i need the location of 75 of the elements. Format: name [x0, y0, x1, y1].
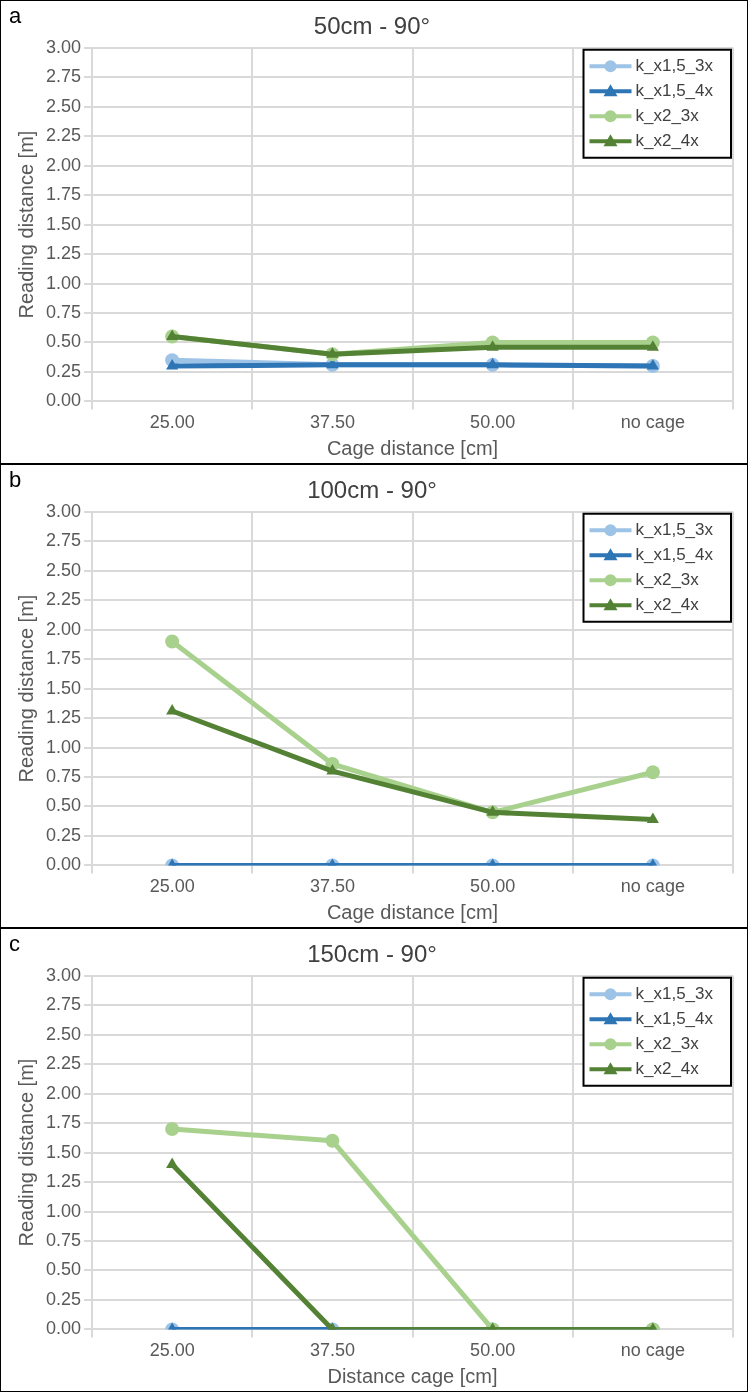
legend-label: k_x1,5_4x [635, 80, 714, 100]
legend-label: k_x2_4x [635, 130, 700, 150]
y-tick-label: 1.50 [45, 1141, 82, 1162]
y-tick-label: 1.25 [45, 707, 82, 728]
x-axis-title: Cage distance [cm] [326, 436, 499, 459]
chart-title: 150cm - 90° [307, 940, 437, 968]
x-tick-label: 37.50 [309, 1340, 355, 1361]
y-tick-label: 0.50 [45, 331, 82, 352]
y-tick-label: 2.25 [45, 589, 82, 610]
y-tick-label: 0.75 [45, 301, 82, 322]
x-axis-title: Cage distance [cm] [326, 900, 499, 923]
chart-title: 100cm - 90° [307, 476, 437, 504]
y-tick-label: 2.00 [45, 1082, 82, 1103]
y-tick-label: 2.50 [45, 95, 82, 116]
y-tick-label: 0.00 [45, 854, 82, 875]
y-tick-label: 0.25 [45, 824, 82, 845]
x-tick-label: 50.00 [470, 1340, 516, 1361]
y-axis-title: Reading distance [m] [14, 130, 37, 319]
y-tick-label: 2.75 [45, 66, 82, 87]
y-tick-label: 0.00 [45, 1318, 82, 1339]
x-tick-label: 25.00 [149, 412, 195, 433]
text: c [9, 931, 20, 957]
y-axis-title: Reading distance [m] [14, 594, 37, 783]
y-tick-label: 2.50 [45, 1023, 82, 1044]
y-tick-label: 2.00 [45, 618, 82, 639]
text: b [9, 467, 22, 493]
y-tick-label: 2.50 [45, 559, 82, 580]
y-tick-label: 2.25 [45, 125, 82, 146]
y-tick-label: 1.00 [45, 736, 82, 757]
x-tick-label: no cage [620, 876, 685, 897]
y-tick-label: 0.75 [45, 765, 82, 786]
text: a [9, 3, 22, 29]
legend-label: k_x1,5_4x [635, 1008, 714, 1028]
y-tick-label: 2.25 [45, 1053, 82, 1074]
y-tick-label: 1.75 [45, 648, 82, 669]
chart-title: 50cm - 90° [313, 12, 431, 40]
y-tick-label: 0.50 [45, 795, 82, 816]
legend-label: k_x2_3x [635, 1033, 700, 1053]
y-axis-title: Reading distance [m] [14, 1058, 37, 1247]
x-tick-label: no cage [620, 1340, 685, 1361]
y-tick-label: 1.00 [45, 1200, 82, 1221]
y-tick-label: 1.25 [45, 243, 82, 264]
y-tick-label: 3.00 [45, 964, 82, 985]
legend-label: k_x1,5_4x [635, 544, 714, 564]
y-tick-label: 1.00 [45, 272, 82, 293]
x-tick-label: 37.50 [309, 412, 355, 433]
y-tick-label: 2.75 [45, 994, 82, 1015]
y-tick-label: 2.75 [45, 530, 82, 551]
legend-label: k_x2_4x [635, 594, 700, 614]
x-tick-label: no cage [620, 412, 685, 433]
x-tick-label: 37.50 [309, 876, 355, 897]
y-tick-label: 1.25 [45, 1171, 82, 1192]
y-tick-label: 0.00 [45, 390, 82, 411]
y-tick-label: 1.75 [45, 1112, 82, 1133]
y-tick-label: 0.50 [45, 1259, 82, 1280]
y-tick-label: 2.00 [45, 154, 82, 175]
y-tick-label: 1.50 [45, 213, 82, 234]
x-tick-label: 25.00 [149, 876, 195, 897]
y-tick-label: 3.00 [45, 500, 82, 521]
x-tick-label: 50.00 [470, 412, 516, 433]
y-tick-label: 0.75 [45, 1229, 82, 1250]
legend-label: k_x1,5_3x [635, 983, 714, 1003]
legend-label: k_x2_3x [635, 569, 700, 589]
legend-label: k_x1,5_3x [635, 55, 714, 75]
y-tick-label: 1.50 [45, 677, 82, 698]
y-tick-label: 0.25 [45, 1288, 82, 1309]
y-tick-label: 0.25 [45, 360, 82, 381]
legend-label: k_x2_4x [635, 1058, 700, 1078]
x-tick-label: 25.00 [149, 1340, 195, 1361]
x-axis-title: Distance cage [cm] [327, 1364, 498, 1387]
x-tick-label: 50.00 [470, 876, 516, 897]
legend-label: k_x1,5_3x [635, 519, 714, 539]
legend-label: k_x2_3x [635, 105, 700, 125]
y-tick-label: 1.75 [45, 184, 82, 205]
y-tick-label: 3.00 [45, 36, 82, 57]
